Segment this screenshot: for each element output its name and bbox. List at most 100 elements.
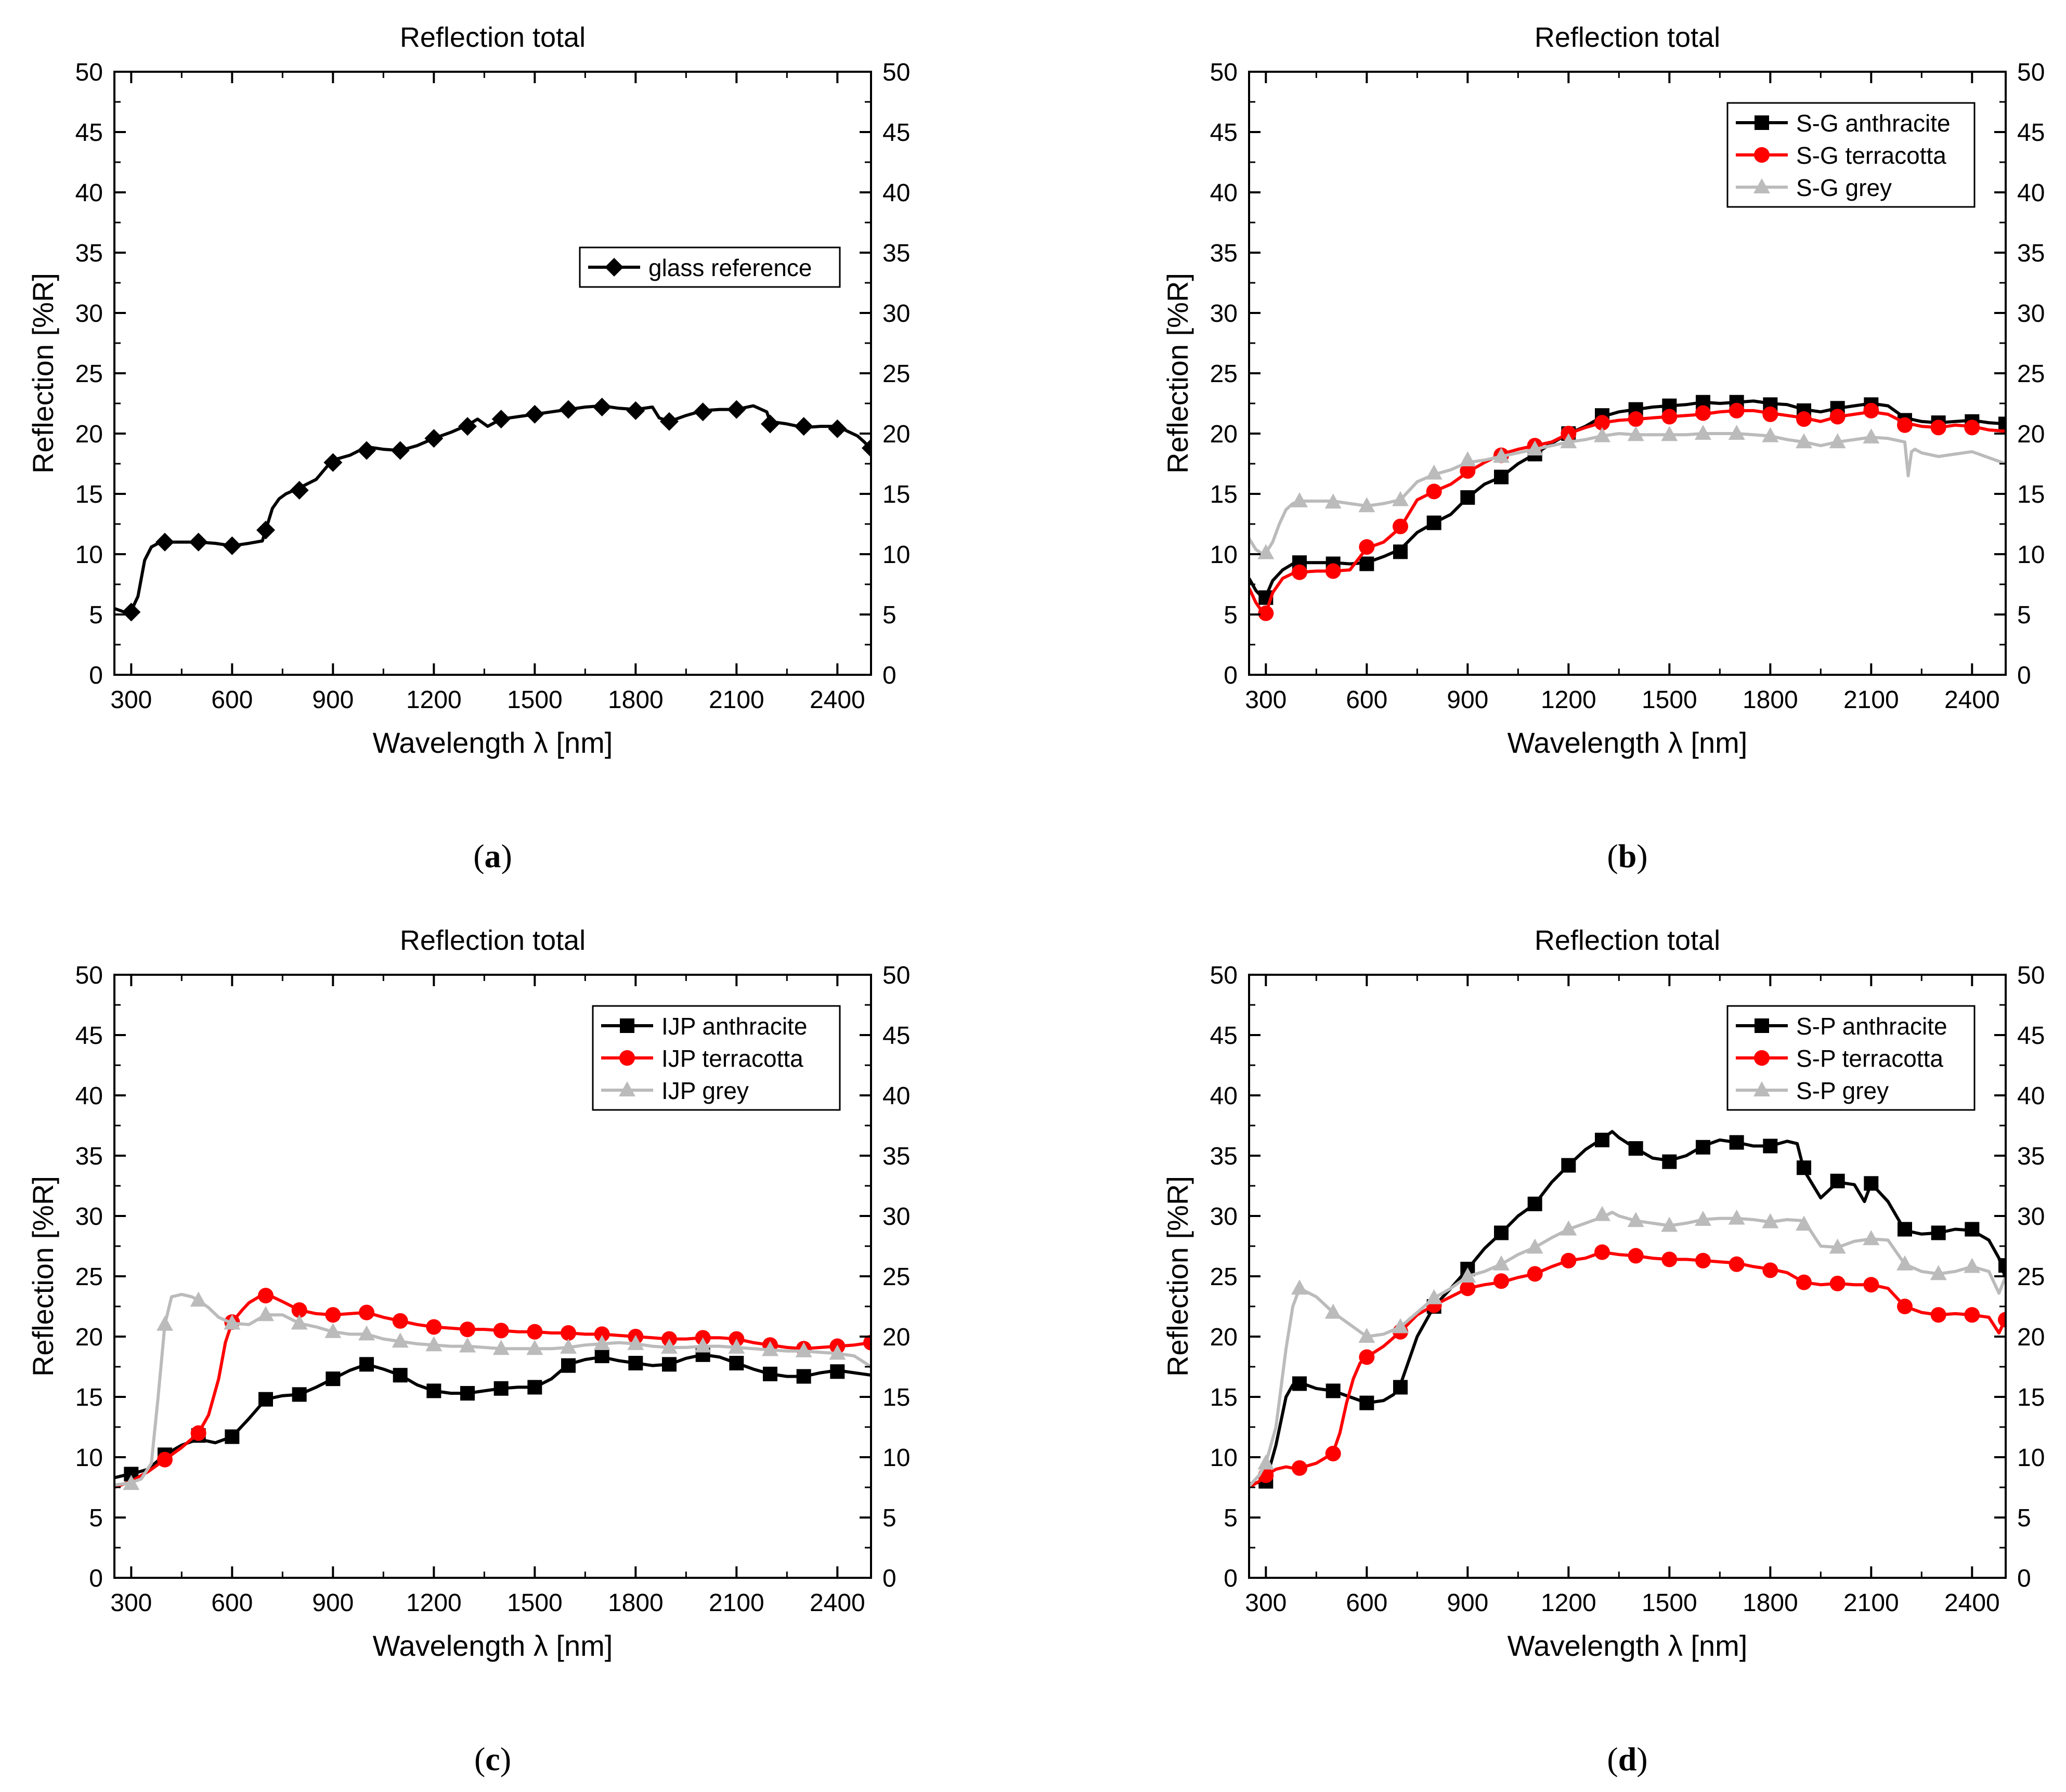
data-point <box>1460 490 1475 505</box>
x-tick-label: 2400 <box>1944 686 2000 714</box>
data-point <box>292 1387 307 1402</box>
x-tick-label: 1200 <box>406 1589 462 1617</box>
y-tick-label: 45 <box>1210 1022 1238 1050</box>
data-point <box>1358 497 1375 513</box>
data-point <box>526 1340 543 1355</box>
caption-part: d <box>1618 1741 1637 1777</box>
legend-marker <box>1753 178 1770 193</box>
data-point <box>1257 544 1275 559</box>
y-tick-label-right: 25 <box>882 1263 910 1291</box>
data-point <box>1292 1460 1307 1476</box>
data-point <box>1460 1280 1476 1297</box>
data-point <box>763 1366 777 1381</box>
caption-part: ( <box>474 1741 485 1777</box>
caption-part: ) <box>501 838 512 874</box>
x-tick-label: 300 <box>110 686 152 714</box>
panel-caption: (a) <box>473 838 512 874</box>
y-tick-label: 15 <box>1210 481 1238 508</box>
y-tick-label: 0 <box>1224 662 1238 689</box>
data-point <box>1964 1307 1980 1323</box>
data-point <box>525 404 544 424</box>
data-point <box>1627 1212 1644 1227</box>
data-point <box>1595 1132 1609 1147</box>
legend-marker <box>1755 1018 1769 1033</box>
y-tick-label: 0 <box>89 1565 103 1592</box>
data-point <box>1695 1210 1711 1226</box>
legend-label: S-G anthracite <box>1796 110 1951 137</box>
x-tick-label: 2400 <box>810 1589 865 1617</box>
legend-marker <box>1755 115 1769 130</box>
data-point <box>190 1425 206 1441</box>
data-point <box>1393 1380 1408 1395</box>
y-tick-label: 40 <box>75 1082 103 1110</box>
legend-marker <box>605 258 623 277</box>
legend-label: S-P anthracite <box>1796 1013 1947 1040</box>
data-point <box>1628 1248 1644 1264</box>
data-point <box>1998 1258 2006 1273</box>
legend-label: IJP anthracite <box>661 1013 807 1040</box>
legend-item: S-P anthracite <box>1736 1013 1947 1040</box>
data-point <box>1695 425 1711 440</box>
x-axis-label: Wavelength λ [nm] <box>1508 726 1748 759</box>
x-axis-label: Wavelength λ [nm] <box>373 1629 613 1662</box>
x-tick-label: 2100 <box>709 1589 764 1617</box>
x-tick-label: 600 <box>211 686 253 714</box>
series-2 <box>1249 1244 2006 1489</box>
data-point <box>290 481 309 500</box>
data-point <box>257 1306 274 1322</box>
series-line <box>114 1294 871 1489</box>
legend: IJP anthracite IJP terracotta IJP grey <box>592 1005 841 1111</box>
legend: S-G anthracite S-G terracotta S-G grey <box>1726 102 1976 208</box>
series-3 <box>114 1291 871 1490</box>
data-point <box>1291 1279 1308 1295</box>
y-tick-label: 30 <box>1210 300 1238 328</box>
y-tick-label-right: 5 <box>2017 1505 2031 1532</box>
series-1 <box>114 1347 871 1482</box>
legend: S-P anthracite S-P terracotta S-P grey <box>1726 1005 1976 1111</box>
data-point <box>1325 1446 1341 1462</box>
data-point <box>727 400 746 419</box>
y-tick-label: 10 <box>1210 1444 1238 1472</box>
data-point <box>1729 1256 1745 1272</box>
series-line <box>114 404 871 614</box>
x-tick-label: 900 <box>1447 1589 1488 1617</box>
y-tick-label: 40 <box>1210 1082 1238 1110</box>
data-point <box>123 1475 140 1490</box>
legend-item: S-G anthracite <box>1736 110 1951 137</box>
y-tick-label-right: 30 <box>2017 1203 2045 1231</box>
series-1 <box>114 397 871 622</box>
y-tick-label-right: 40 <box>882 179 910 207</box>
data-point <box>1661 409 1678 425</box>
y-tick-label-right: 50 <box>2017 59 2045 86</box>
y-tick-label-right: 15 <box>882 481 910 508</box>
legend-marker <box>619 1050 635 1066</box>
y-tick-label-right: 25 <box>2017 360 2045 388</box>
data-point <box>1526 440 1543 456</box>
data-point <box>1493 1255 1510 1271</box>
data-point <box>1830 1173 1845 1188</box>
legend-label: S-P terracotta <box>1796 1045 1943 1072</box>
caption-part: ( <box>1607 838 1618 874</box>
y-tick-label: 15 <box>75 1384 103 1411</box>
data-point <box>1930 1307 1946 1323</box>
y-tick-label: 45 <box>1210 119 1238 147</box>
data-point <box>795 1342 812 1357</box>
chart-title: Reflection total <box>1535 22 1720 53</box>
data-point <box>291 1302 307 1318</box>
legend-label: IJP grey <box>661 1077 749 1104</box>
data-point <box>458 417 477 436</box>
data-point <box>1392 491 1409 506</box>
data-point <box>1829 409 1846 425</box>
data-point <box>460 1386 475 1401</box>
x-axis-label: Wavelength λ [nm] <box>373 726 613 759</box>
data-point <box>324 1323 342 1338</box>
y-tick-label-right: 5 <box>882 601 896 629</box>
y-axis-label: Reflection [%R] <box>1161 1176 1194 1377</box>
data-point <box>1561 1158 1576 1173</box>
data-point <box>1796 1215 1812 1231</box>
y-tick-label: 10 <box>75 541 103 569</box>
y-tick-label-right: 15 <box>2017 481 2045 508</box>
data-point <box>1931 1225 1946 1240</box>
y-tick-label-right: 20 <box>2017 421 2045 448</box>
y-tick-label: 20 <box>1210 421 1238 448</box>
